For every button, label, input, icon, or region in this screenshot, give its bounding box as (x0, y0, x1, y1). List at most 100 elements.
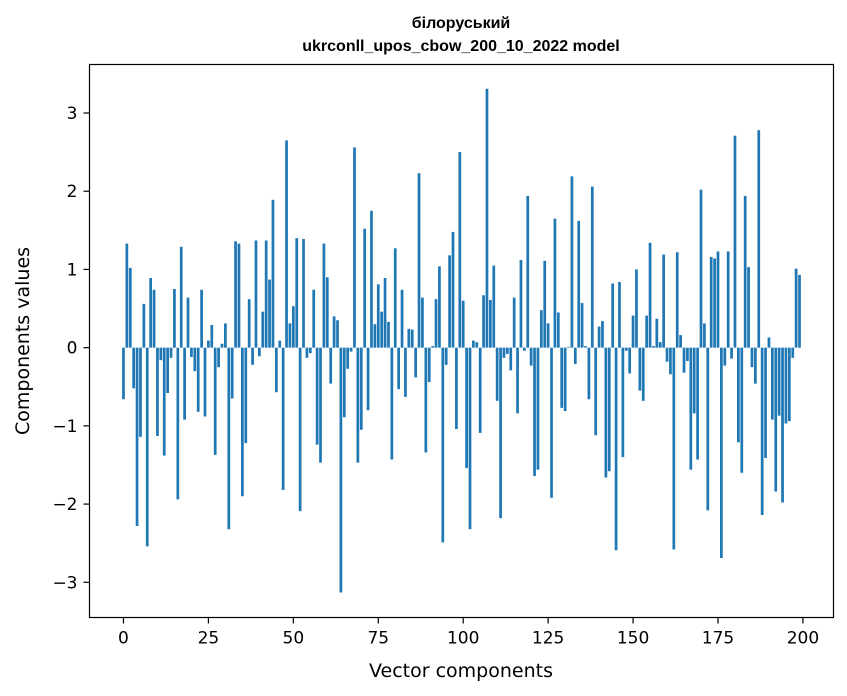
bar-43 (268, 279, 271, 348)
bar-77 (383, 278, 387, 348)
bar-72 (366, 347, 370, 411)
bar-66 (346, 347, 350, 369)
bar-155 (648, 242, 652, 348)
bar-83 (404, 347, 407, 397)
bar-33 (234, 241, 237, 348)
y-axis-label: Components values (12, 247, 34, 435)
bar-103 (472, 340, 475, 348)
x-tick-label: 75 (367, 629, 389, 649)
bar-135 (580, 303, 584, 348)
bar-65 (342, 347, 346, 418)
bar-194 (781, 347, 784, 503)
bar-113 (506, 347, 509, 354)
bar-56 (312, 289, 316, 348)
bar-19 (186, 297, 190, 348)
bar-81 (397, 347, 401, 390)
bar-110 (495, 347, 499, 401)
bar-136 (584, 346, 587, 348)
bar-97 (451, 231, 455, 348)
y-tick-label: 0 (67, 339, 78, 359)
bar-128 (556, 312, 560, 348)
bar-74 (373, 324, 377, 348)
bar-156 (652, 346, 655, 348)
bar-34 (237, 243, 241, 348)
bar-80 (393, 248, 397, 348)
bar-68 (353, 147, 356, 348)
plot-frame (88, 63, 835, 619)
x-tick-label: 150 (617, 629, 649, 649)
bar-79 (390, 347, 394, 460)
bar-42 (264, 240, 268, 348)
bar-76 (380, 311, 384, 348)
bar-131 (567, 346, 570, 348)
bar-4 (135, 347, 139, 526)
bar-173 (709, 256, 713, 348)
bar-107 (485, 88, 489, 348)
bar-52 (298, 347, 302, 512)
bar-179 (730, 347, 733, 359)
bar-3 (132, 347, 136, 389)
bar-183 (743, 195, 747, 348)
bar-99 (458, 152, 462, 348)
bar-180 (733, 135, 737, 348)
bar-182 (740, 347, 744, 473)
bar-138 (590, 186, 594, 348)
bar-71 (363, 228, 367, 348)
bar-15 (173, 288, 176, 348)
bar-130 (563, 347, 567, 412)
bar-140 (597, 326, 601, 348)
x-tick-label: 125 (532, 629, 564, 649)
bar-189 (764, 347, 767, 458)
bar-143 (607, 347, 611, 472)
bar-139 (594, 347, 598, 436)
bar-100 (461, 300, 465, 348)
bar-172 (706, 347, 710, 511)
bar-186 (754, 347, 757, 384)
bar-169 (696, 347, 699, 460)
bar-187 (757, 130, 761, 348)
bar-16 (176, 347, 180, 500)
bar-118 (522, 347, 526, 351)
bar-21 (193, 347, 197, 372)
y-tick-label: 3 (67, 104, 78, 124)
bar-176 (720, 347, 723, 559)
bar-193 (777, 347, 781, 416)
bar-92 (434, 299, 438, 348)
bar-126 (550, 347, 553, 498)
bar-105 (478, 347, 482, 433)
bar-177 (723, 347, 727, 366)
bar-119 (526, 195, 530, 348)
bar-196 (787, 347, 791, 422)
bar-167 (689, 347, 693, 470)
x-axis-label: Vector components (369, 660, 553, 682)
bar-63 (336, 320, 339, 348)
bar-191 (770, 347, 774, 420)
bar-39 (254, 240, 258, 348)
bar-85 (410, 329, 414, 348)
bar-101 (465, 347, 468, 469)
bar-116 (516, 347, 519, 414)
bar-90 (427, 347, 431, 383)
bar-47 (281, 347, 285, 491)
bar-165 (682, 347, 686, 373)
bar-106 (482, 295, 485, 348)
y-axis-ticks: −3 −2 −1 0 1 2 3 (52, 104, 90, 593)
bar-117 (519, 260, 523, 348)
bar-58 (319, 347, 322, 463)
bar-32 (230, 347, 234, 399)
bar-161 (669, 347, 672, 375)
bar-170 (699, 189, 703, 348)
bar-13 (166, 347, 169, 394)
bar-73 (370, 210, 373, 348)
bar-25 (207, 340, 210, 348)
bar-178 (726, 251, 730, 348)
bar-134 (577, 220, 581, 348)
bar-23 (200, 289, 203, 348)
bar-114 (509, 347, 513, 371)
bar-149 (628, 347, 632, 374)
bar-133 (573, 347, 577, 365)
bar-102 (468, 347, 472, 530)
bar-192 (774, 347, 778, 492)
bar-198 (794, 268, 798, 348)
